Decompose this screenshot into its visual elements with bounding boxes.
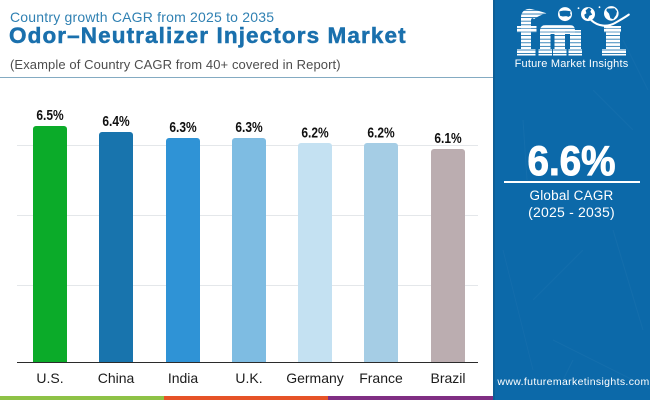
svg-text:6.3%: 6.3% [169, 119, 196, 136]
svg-text:6.5%: 6.5% [36, 107, 63, 124]
svg-text:6.3%: 6.3% [235, 119, 262, 136]
svg-text:6.4%: 6.4% [102, 113, 129, 130]
svg-text:6.2%: 6.2% [301, 124, 328, 141]
svg-text:6.1%: 6.1% [434, 130, 461, 147]
svg-text:6.2%: 6.2% [367, 124, 394, 141]
